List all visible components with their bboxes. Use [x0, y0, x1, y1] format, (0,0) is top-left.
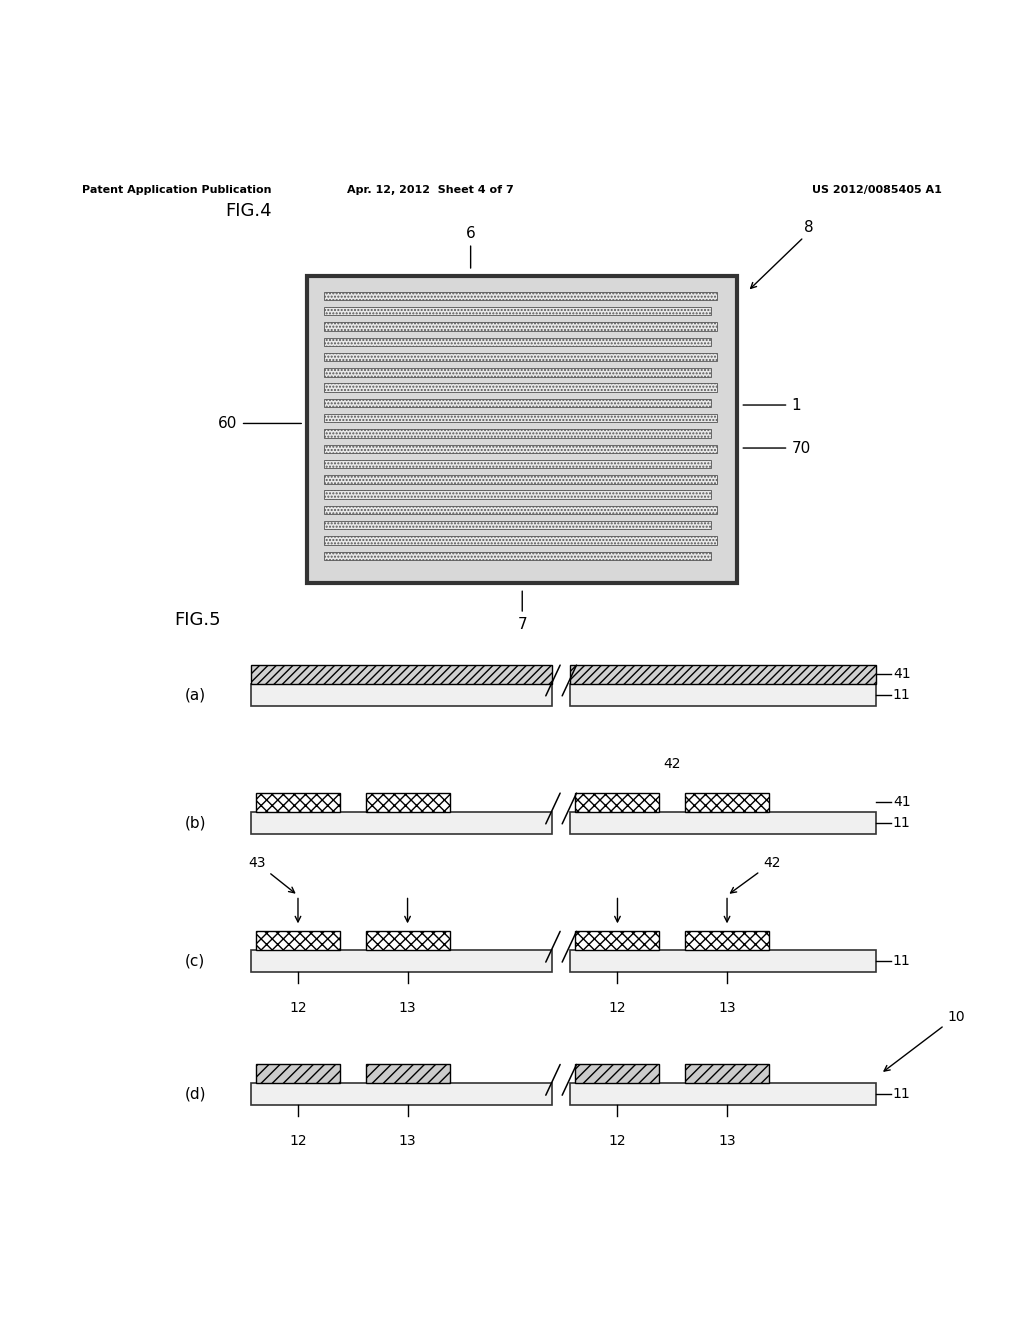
- Text: FIG.4: FIG.4: [225, 202, 272, 219]
- Text: 13: 13: [398, 1134, 417, 1148]
- Text: 11: 11: [893, 816, 910, 830]
- Text: 42: 42: [730, 855, 780, 892]
- Bar: [570, 950, 876, 973]
- Bar: [307, 276, 737, 583]
- Text: 13: 13: [718, 1134, 736, 1148]
- Bar: [251, 665, 552, 684]
- Text: 8: 8: [804, 220, 813, 235]
- Bar: [570, 812, 876, 834]
- Text: 42: 42: [664, 756, 681, 771]
- Bar: [256, 793, 340, 812]
- Bar: [324, 491, 711, 499]
- Bar: [324, 352, 717, 362]
- Text: US 2012/0085405 A1: US 2012/0085405 A1: [812, 185, 942, 195]
- Bar: [366, 932, 450, 950]
- Bar: [324, 536, 717, 545]
- Text: 7: 7: [517, 616, 527, 632]
- Bar: [324, 475, 717, 483]
- Bar: [324, 552, 711, 560]
- Bar: [251, 812, 552, 834]
- Text: Patent Application Publication: Patent Application Publication: [82, 185, 271, 195]
- Bar: [324, 445, 717, 453]
- Bar: [324, 384, 717, 392]
- Bar: [570, 665, 876, 684]
- Text: 11: 11: [893, 954, 910, 968]
- Bar: [251, 684, 552, 706]
- Text: 43: 43: [248, 855, 295, 892]
- Bar: [251, 950, 552, 973]
- Text: FIG.5: FIG.5: [174, 611, 221, 630]
- Bar: [366, 1064, 450, 1082]
- Bar: [256, 932, 340, 950]
- Bar: [324, 338, 711, 346]
- Bar: [570, 684, 876, 706]
- Text: 1: 1: [792, 397, 801, 413]
- Bar: [324, 459, 711, 469]
- Text: 13: 13: [718, 1001, 736, 1015]
- Text: (d): (d): [184, 1086, 206, 1102]
- Bar: [685, 793, 769, 812]
- Bar: [324, 292, 717, 300]
- Text: 13: 13: [398, 1001, 417, 1015]
- Bar: [251, 1082, 552, 1105]
- Bar: [324, 414, 717, 422]
- Text: 12: 12: [608, 1001, 627, 1015]
- Bar: [685, 932, 769, 950]
- Bar: [324, 399, 711, 407]
- Bar: [324, 521, 711, 529]
- Text: 11: 11: [893, 688, 910, 702]
- Bar: [324, 308, 711, 315]
- Bar: [685, 1064, 769, 1082]
- Text: 6: 6: [466, 226, 475, 242]
- Text: 11: 11: [893, 1088, 910, 1101]
- Text: 12: 12: [289, 1001, 307, 1015]
- Text: 60: 60: [218, 416, 238, 430]
- Text: (b): (b): [184, 816, 206, 830]
- Bar: [324, 506, 717, 513]
- Bar: [324, 368, 711, 376]
- Bar: [570, 1082, 876, 1105]
- Bar: [575, 793, 659, 812]
- Text: 41: 41: [893, 796, 910, 809]
- Bar: [324, 322, 717, 331]
- Text: 70: 70: [792, 441, 811, 455]
- Text: (a): (a): [184, 688, 206, 702]
- Bar: [256, 1064, 340, 1082]
- Text: 10: 10: [884, 1010, 965, 1071]
- Text: (c): (c): [184, 953, 205, 969]
- Bar: [324, 429, 711, 438]
- Bar: [575, 932, 659, 950]
- Bar: [575, 1064, 659, 1082]
- Bar: [366, 793, 450, 812]
- Text: 12: 12: [608, 1134, 627, 1148]
- Text: 12: 12: [289, 1134, 307, 1148]
- Text: Apr. 12, 2012  Sheet 4 of 7: Apr. 12, 2012 Sheet 4 of 7: [347, 185, 513, 195]
- Text: 41: 41: [893, 668, 910, 681]
